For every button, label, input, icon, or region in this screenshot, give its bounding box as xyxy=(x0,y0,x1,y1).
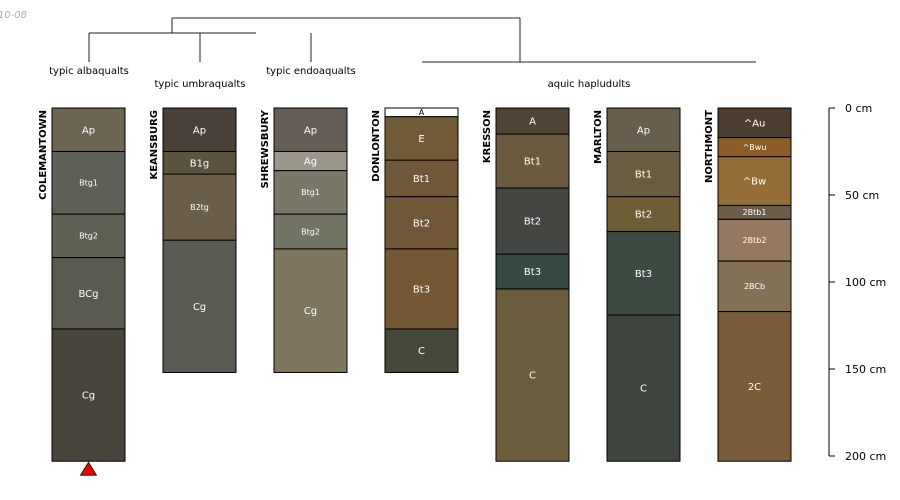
profile-name-label: DONLONTON xyxy=(371,110,382,182)
horizon-label: ^Bw xyxy=(743,177,766,188)
horizon-block xyxy=(273,248,348,373)
soil-profile: A Bt1 Bt2 Bt3 C KRESSON xyxy=(482,107,570,462)
horizon-label: Btg1 xyxy=(301,188,320,197)
horizon-label: C xyxy=(418,346,425,357)
group-label: typic endoaqualts xyxy=(266,66,355,77)
horizon-block xyxy=(51,107,126,152)
profile-name-label: MARLTON xyxy=(593,110,604,164)
horizon-block xyxy=(384,328,459,373)
horizon-label: C xyxy=(529,371,536,382)
horizon-label: Bt1 xyxy=(635,170,652,181)
horizon-label: Btg2 xyxy=(301,227,320,236)
horizon-label: Bt2 xyxy=(524,217,541,228)
horizon-label: Bt1 xyxy=(524,157,541,168)
horizon-label: C xyxy=(640,384,647,395)
horizon-label: Ap xyxy=(637,125,650,136)
horizon-label: Cg xyxy=(304,306,317,317)
horizon-label: BCg xyxy=(78,289,98,300)
horizon-label: Btg2 xyxy=(79,232,98,241)
horizon-block xyxy=(717,107,792,139)
horizon-label: Ag xyxy=(304,157,317,168)
soil-profile: A E Bt1 Bt2 Bt3 C DONLONTON xyxy=(371,107,459,373)
soil-profile: Ap B1g B2tg Cg KEANSBURG xyxy=(149,107,237,373)
horizon-label: Ap xyxy=(193,125,206,136)
soil-profile: Ap Ag Btg1 Btg2 Cg SHREWSBURY xyxy=(260,107,348,373)
profile-name-label: COLEMANTOWN xyxy=(38,110,49,200)
horizon-block xyxy=(717,311,792,462)
horizon-label: 2BCb xyxy=(744,282,765,291)
horizon-label: A xyxy=(419,108,425,117)
depth-tick-label: 100 cm xyxy=(845,276,886,289)
horizon-block xyxy=(384,248,459,330)
horizon-label: 2Btb2 xyxy=(743,236,767,245)
horizon-block xyxy=(495,133,570,189)
horizon-block xyxy=(162,239,237,373)
depth-tick-label: 50 cm xyxy=(845,189,879,202)
horizon-block xyxy=(162,107,237,152)
horizon-label: E xyxy=(418,134,424,145)
horizon-label: B1g xyxy=(190,158,210,169)
depth-tick-label: 150 cm xyxy=(845,363,886,376)
horizon-label: Bt3 xyxy=(524,267,541,278)
depth-limit-marker-icon xyxy=(79,461,98,476)
horizon-label: 2Btb1 xyxy=(743,208,767,217)
horizon-label: A xyxy=(529,117,536,128)
horizon-block xyxy=(606,231,681,316)
horizon-label: ^Bwu xyxy=(743,143,767,152)
depth-tick-label: 0 cm xyxy=(845,102,872,115)
horizon-label: Cg xyxy=(82,391,95,402)
profile-name-label: KRESSON xyxy=(482,110,493,163)
horizon-label: Ap xyxy=(82,125,95,136)
horizon-block xyxy=(606,196,681,233)
horizon-block xyxy=(162,173,237,241)
horizon-label: ^Au xyxy=(744,118,766,129)
soil-profile: ^Au ^Bwu ^Bw 2Btb1 2Btb2 2BCb 2C NORTHMONT xyxy=(704,107,792,462)
profile-name-label: NORTHMONT xyxy=(704,110,715,183)
horizon-block xyxy=(495,187,570,255)
horizon-label: Cg xyxy=(193,302,206,313)
horizon-label: Btg1 xyxy=(79,179,98,188)
horizon-block xyxy=(495,253,570,290)
horizon-block xyxy=(717,260,792,313)
horizon-block xyxy=(51,257,126,330)
horizon-label: Bt1 xyxy=(413,174,430,185)
profiles-layer: Ap Btg1 Btg2 BCg Cg COLEMANTOWN Ap B1g B2tg Cg KEA… xyxy=(38,107,792,476)
group-label: aquic hapludults xyxy=(548,79,631,90)
corner-date-label: 5-10-08 xyxy=(0,10,27,21)
soil-profile: Ap Btg1 Btg2 BCg Cg COLEMANTOWN xyxy=(38,107,126,476)
horizon-block xyxy=(717,156,792,206)
horizon-block xyxy=(51,213,126,259)
profile-name-label: KEANSBURG xyxy=(149,110,160,180)
horizon-label: Bt3 xyxy=(413,284,430,295)
depth-tick-label: 200 cm xyxy=(845,450,886,463)
dendrogram xyxy=(88,17,756,63)
horizon-block xyxy=(495,288,570,462)
horizon-label: 2C xyxy=(748,382,761,393)
depth-axis: 0 cm 50 cm 100 cm 150 cm 200 cm xyxy=(828,102,886,463)
horizon-label: Ap xyxy=(304,125,317,136)
horizon-block xyxy=(606,314,681,462)
profile-name-label: SHREWSBURY xyxy=(260,109,271,188)
horizon-block xyxy=(51,151,126,215)
horizon-block xyxy=(273,213,348,250)
horizon-block xyxy=(51,328,126,462)
group-label: typic albaqualts xyxy=(49,66,129,77)
horizon-block xyxy=(384,196,459,250)
horizon-block xyxy=(273,170,348,215)
horizon-label: Bt2 xyxy=(635,210,652,221)
horizon-label: Bt2 xyxy=(413,218,430,229)
horizon-label: B2tg xyxy=(190,203,209,212)
horizon-label: Bt3 xyxy=(635,269,652,280)
horizon-block xyxy=(384,159,459,198)
soil-profile: Ap Bt1 Bt2 Bt3 C MARLTON xyxy=(593,107,681,462)
horizon-block xyxy=(384,116,459,161)
group-label: typic umbraqualts xyxy=(154,79,245,90)
horizon-block xyxy=(273,107,348,152)
